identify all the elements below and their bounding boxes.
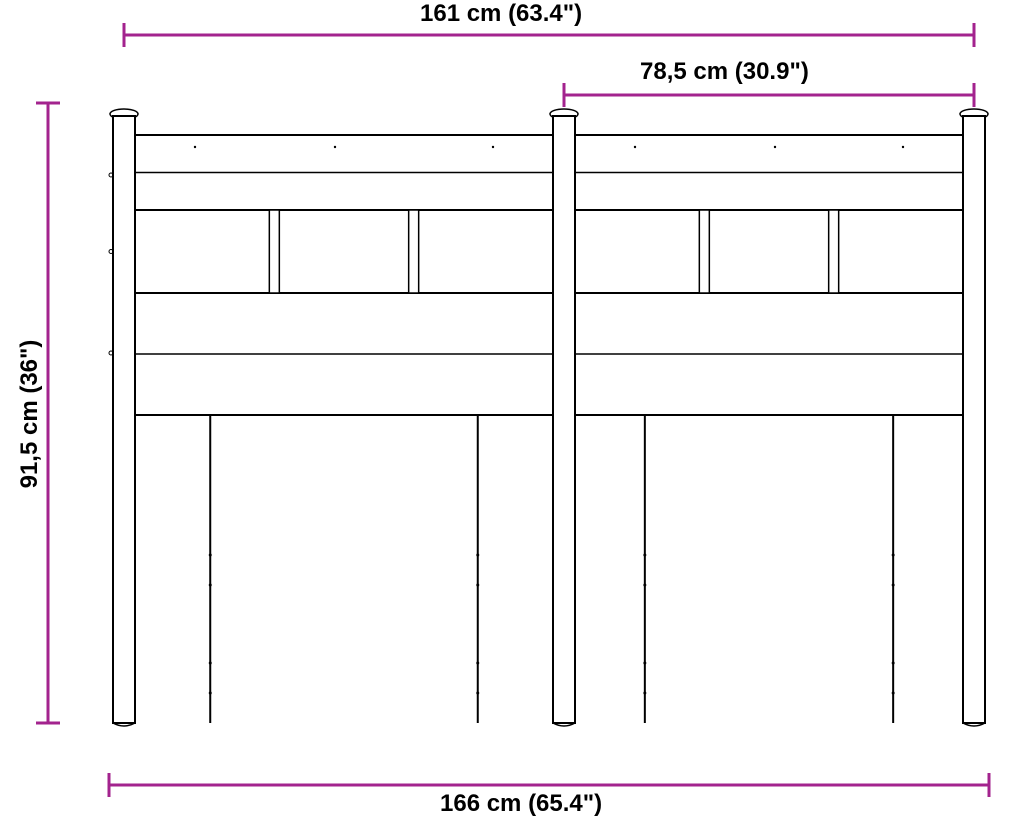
diagram-svg [0, 0, 1020, 826]
label-bottom-full-width: 166 cm (65.4") [440, 790, 602, 818]
label-height: 91,5 cm (36") [16, 324, 44, 504]
diagram-stage: 161 cm (63.4") 78,5 cm (30.9") 166 cm (6… [0, 0, 1020, 826]
label-top-half-width: 78,5 cm (30.9") [640, 58, 809, 86]
label-top-full-width: 161 cm (63.4") [420, 0, 582, 28]
